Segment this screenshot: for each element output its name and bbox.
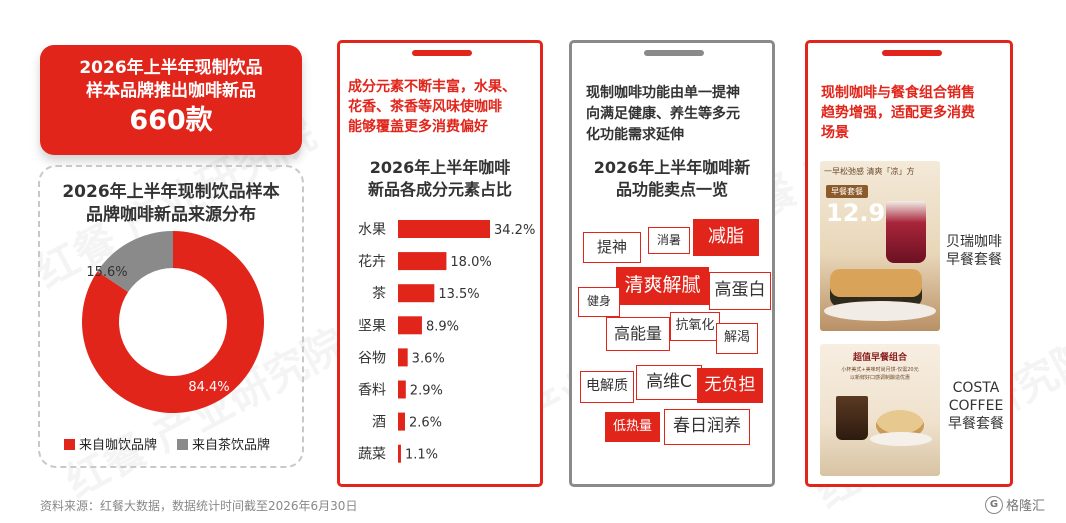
- bar: [398, 220, 490, 238]
- legend-item-coffee: 来自咖饮品牌: [64, 434, 157, 453]
- banner-line-1: 2026年上半年现制饮品: [79, 58, 263, 78]
- promo1-headline: 一早松弛感 清爽「凉」方: [824, 167, 915, 176]
- bar-category-label: 茶: [372, 286, 386, 302]
- functions-panel: 现制咖啡功能由单一提神 向满足健康、养生等多元 化功能需求延伸 2026年上半年…: [569, 40, 775, 487]
- coffee-cup-icon: [836, 396, 868, 440]
- banner-line-2: 样本品牌推出咖啡新品: [86, 81, 256, 101]
- panel-notch: [412, 50, 472, 56]
- tag-gaoweic: 高维C: [636, 365, 702, 400]
- tag-jianshen: 健身: [578, 287, 620, 317]
- tag-tishen: 提神: [583, 232, 641, 263]
- ingredients-panel: 成分元素不断丰富，水果、 花香、茶香等风味使咖啡 能够覆盖更多消费偏好 2026…: [337, 40, 543, 487]
- promo2-line3: 以新鲜好口感调制酿造优惠: [849, 375, 910, 381]
- tag-chunri: 春日润养: [664, 409, 750, 445]
- promo2-headline: 超值早餐组合: [852, 353, 907, 363]
- bar-category-label: 坚果: [358, 318, 386, 334]
- plate-icon: [824, 301, 936, 321]
- brand-label-2: COSTA COFFEE 早餐套餐: [948, 380, 1004, 432]
- tag-jianzhi: 减脂: [693, 219, 759, 256]
- bar-category-label: 谷物: [358, 350, 386, 366]
- logo: G 格隆汇: [985, 495, 1045, 514]
- panel2-description: 现制咖啡功能由单一提神 向满足健康、养生等多元 化功能需求延伸: [586, 85, 740, 143]
- bar-value-label: 1.1%: [405, 448, 438, 463]
- bar-value-label: 8.9%: [426, 319, 459, 334]
- donut-chart: 84.4% 15.6%: [81, 231, 264, 413]
- tag-diliang: 低热量: [605, 412, 660, 442]
- tag-xiaoshu: 消暑: [648, 227, 690, 254]
- meal-combo-panel: 现制咖啡与餐食组合销售 趋势增强，适配更多消费 场景 一早松弛感 清爽「凉」方 …: [805, 40, 1013, 487]
- donut-title: 2026年上半年现制饮品样本 品牌咖啡新品来源分布: [62, 182, 280, 225]
- brand-label-1: 贝瑞咖啡 早餐套餐: [946, 234, 1002, 268]
- tag-wufudan: 无负担: [697, 368, 763, 403]
- source-footnote: 资料来源：红餐大数据，数据统计时间截至2026年6月30日: [40, 499, 358, 513]
- bar-category-label: 水果: [358, 222, 386, 238]
- bar-category-label: 香料: [358, 383, 386, 399]
- panel-notch: [882, 50, 942, 56]
- bar-value-label: 13.5%: [438, 287, 479, 302]
- tag-gaonengliang: 高能量: [606, 317, 670, 351]
- panel-notch: [644, 50, 704, 56]
- bar-category-label: 花卉: [358, 254, 386, 270]
- donut-label: 15.6%: [86, 265, 127, 280]
- bar-chart-title: 2026年上半年咖啡 新品各成分元素占比: [367, 158, 512, 199]
- bar-value-label: 2.9%: [410, 384, 443, 399]
- panel1-description: 成分元素不断丰富，水果、 花香、茶香等风味使咖啡 能够覆盖更多消费偏好: [348, 79, 516, 135]
- legend-swatch: [64, 439, 75, 450]
- bar-category-label: 酒: [372, 415, 386, 431]
- tag-qingshuang: 清爽解腻: [616, 267, 709, 305]
- tag-jieke: 解渴: [716, 323, 758, 354]
- bar: [398, 412, 405, 431]
- drink-cup-icon: [886, 201, 926, 263]
- plate-icon: [870, 432, 932, 446]
- tag-kangyanghua: 抗氧化: [670, 312, 720, 341]
- promo-image-2: 超值早餐组合 小杯美式+美味时尚月饼·仅需20元 以新鲜好口感调制酿造优惠: [820, 344, 940, 476]
- promo1-badge: 早餐套餐: [826, 185, 868, 198]
- legend-swatch: [177, 439, 189, 450]
- bar: [398, 284, 435, 303]
- legend-item-tea: 来自茶饮品牌: [177, 434, 270, 453]
- bar-value-label: 18.0%: [450, 255, 491, 270]
- bar: [398, 380, 406, 399]
- bar: [398, 444, 401, 463]
- bar-value-label: 34.2%: [494, 223, 535, 238]
- tags-title: 2026年上半年咖啡新 品功能卖点一览: [593, 158, 751, 199]
- banner-count: 660款: [129, 105, 213, 136]
- promo-image-1: 一早松弛感 清爽「凉」方 早餐套餐 12.9元起: [820, 161, 940, 331]
- tag-dianjiezhi: 电解质: [580, 371, 634, 403]
- gelonghui-logo-icon: G: [985, 495, 1003, 514]
- promo2-line2: 小杯美式+美味时尚月饼·仅需20元: [841, 367, 919, 373]
- bar-category-label: 蔬菜: [358, 447, 386, 463]
- donut-slice: [81, 231, 264, 413]
- source-distribution-card: 2026年上半年现制饮品样本 品牌咖啡新品来源分布 84.4% 15.6% 来自咖…: [38, 165, 304, 468]
- panel3-description: 现制咖啡与餐食组合销售 趋势增强，适配更多消费 场景: [821, 85, 975, 141]
- donut-slice: [97, 231, 173, 292]
- tag-gaodanbai: 高蛋白: [709, 272, 771, 310]
- bar: [398, 348, 408, 367]
- bar-value-label: 2.6%: [409, 416, 442, 431]
- headline-banner: 2026年上半年现制饮品 样本品牌推出咖啡新品 660款: [40, 45, 302, 155]
- donut-label: 84.4%: [188, 380, 229, 395]
- bar: [398, 252, 447, 271]
- bar-value-label: 3.6%: [412, 351, 445, 366]
- bar: [398, 316, 422, 335]
- sandwich-icon: [830, 269, 922, 307]
- ingredient-bar-chart: 水果 34.2% 花卉 18.0% 茶 13.5% 坚果 8.9% 谷物 3.6% 香料 2.9% 酒 2…: [358, 220, 535, 463]
- donut-legend: 来自咖饮品牌 来自茶饮品牌: [64, 434, 270, 453]
